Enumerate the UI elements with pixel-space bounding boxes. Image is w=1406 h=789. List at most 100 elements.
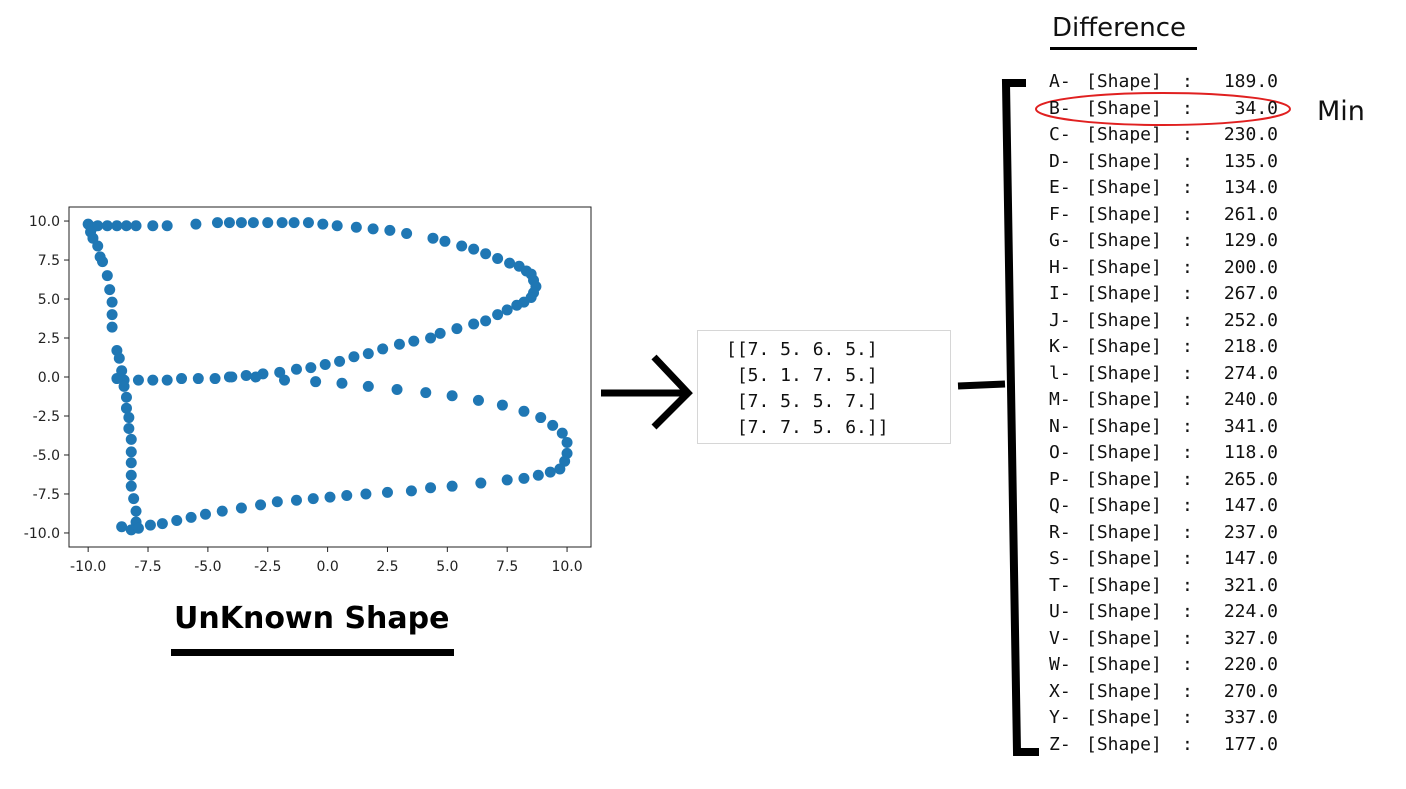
y-tick-label: -10.0 xyxy=(24,526,60,542)
scatter-point xyxy=(544,466,556,478)
scatter-point xyxy=(305,362,317,374)
scatter-point xyxy=(101,270,113,282)
difference-shape-label: [Shape] xyxy=(1086,521,1162,543)
scatter-point xyxy=(492,309,504,321)
difference-shape-label: [Shape] xyxy=(1086,733,1162,755)
difference-row: I- [Shape]: 267.0 xyxy=(1049,281,1278,307)
scatter-point xyxy=(561,437,573,449)
scatter-point xyxy=(199,508,211,520)
difference-row: Z- [Shape]: 177.0 xyxy=(1049,732,1278,758)
scatter-point xyxy=(235,502,247,514)
scatter-points xyxy=(82,217,573,536)
difference-letter: K- xyxy=(1049,336,1071,357)
scatter-point xyxy=(106,296,118,308)
scatter-point xyxy=(480,315,492,327)
difference-value: 337.0 xyxy=(1223,707,1278,728)
scatter-point xyxy=(235,217,247,229)
scatter-point xyxy=(147,374,159,386)
min-highlight-ellipse xyxy=(1035,92,1291,126)
scatter-point xyxy=(161,220,173,232)
difference-row: D- [Shape]: 135.0 xyxy=(1049,149,1278,175)
difference-letter: P- xyxy=(1049,468,1071,490)
scatter-point xyxy=(132,374,144,386)
scatter-point xyxy=(310,376,322,388)
scatter-point xyxy=(176,373,188,385)
difference-letter: Y- xyxy=(1049,707,1071,728)
scatter-point xyxy=(192,373,204,385)
difference-colon: : xyxy=(1182,362,1193,384)
difference-shape-label: [Shape] xyxy=(1086,601,1162,622)
difference-row: C- [Shape]: 230.0 xyxy=(1049,122,1278,148)
scatter-point xyxy=(147,220,159,232)
difference-letter: G- xyxy=(1049,230,1071,251)
scatter-point xyxy=(434,327,446,339)
difference-letter: T- xyxy=(1049,574,1071,596)
scatter-point xyxy=(547,419,559,431)
scatter-point xyxy=(367,223,379,235)
x-tick-label: -2.5 xyxy=(254,559,281,575)
difference-value: 327.0 xyxy=(1223,627,1278,649)
scatter-point xyxy=(350,221,362,233)
difference-letter: U- xyxy=(1049,601,1071,622)
scatter-point xyxy=(532,469,544,481)
difference-shape-label: [Shape] xyxy=(1086,574,1162,596)
difference-colon: : xyxy=(1182,574,1193,596)
difference-colon: : xyxy=(1182,495,1193,516)
difference-letter: R- xyxy=(1049,521,1071,543)
difference-shape-label: [Shape] xyxy=(1086,124,1162,145)
scatter-point xyxy=(518,405,530,417)
y-tick-label: 0.0 xyxy=(38,370,60,386)
difference-value: 230.0 xyxy=(1223,124,1278,145)
scatter-point xyxy=(468,243,480,255)
min-label: Min xyxy=(1317,96,1365,127)
scatter-point xyxy=(130,505,142,517)
difference-shape-label: [Shape] xyxy=(1086,442,1162,463)
scatter-point xyxy=(185,511,197,523)
scatter-point xyxy=(120,220,132,232)
difference-letter: D- xyxy=(1049,150,1071,172)
difference-colon: : xyxy=(1182,627,1193,649)
unknown-shape-underline xyxy=(171,649,454,656)
scatter-point xyxy=(92,220,104,232)
difference-letter: O- xyxy=(1049,442,1071,463)
scatter-axes: -10.0 -7.5 -5.0 -2.5 0.0 2.5 5.0 7.5 10.0 10.0 7.5… xyxy=(24,214,583,575)
scatter-point xyxy=(511,299,523,311)
difference-colon: : xyxy=(1182,442,1193,463)
difference-letter: C- xyxy=(1049,124,1071,145)
scatter-point xyxy=(341,490,353,502)
scatter-point xyxy=(116,521,128,533)
difference-row: F- [Shape]: 261.0 xyxy=(1049,202,1278,228)
difference-colon: : xyxy=(1182,283,1193,304)
scatter-point xyxy=(106,321,118,333)
difference-letter: N- xyxy=(1049,415,1071,437)
difference-letter: H- xyxy=(1049,256,1071,278)
y-tick-label: 5.0 xyxy=(38,292,60,308)
difference-shape-label: [Shape] xyxy=(1086,627,1162,649)
x-tick-label: 0.0 xyxy=(316,559,338,575)
y-tick-label: 7.5 xyxy=(38,253,60,269)
scatter-point xyxy=(101,220,113,232)
scatter-point xyxy=(123,422,135,434)
scatter-point xyxy=(132,522,144,534)
difference-letter: I- xyxy=(1049,283,1071,304)
scatter-point xyxy=(425,482,437,494)
difference-value: 129.0 xyxy=(1223,230,1278,251)
difference-value: 321.0 xyxy=(1223,574,1278,596)
scatter-point xyxy=(161,374,173,386)
difference-shape-label: [Shape] xyxy=(1086,495,1162,516)
difference-row: M- [Shape]: 240.0 xyxy=(1049,387,1278,413)
difference-row: Y- [Shape]: 337.0 xyxy=(1049,705,1278,731)
difference-row: P- [Shape]: 265.0 xyxy=(1049,467,1278,493)
difference-value: 252.0 xyxy=(1223,309,1278,331)
scatter-point xyxy=(125,446,137,458)
difference-shape-label: [Shape] xyxy=(1086,71,1162,92)
difference-value: 267.0 xyxy=(1223,283,1278,304)
difference-letter: B- xyxy=(1049,97,1071,119)
difference-colon: : xyxy=(1182,733,1193,755)
y-tick-label: -2.5 xyxy=(33,409,60,425)
scatter-point xyxy=(362,380,374,392)
scatter-point xyxy=(420,387,432,399)
difference-value: 147.0 xyxy=(1223,495,1278,516)
difference-value: 200.0 xyxy=(1223,256,1278,278)
scatter-point xyxy=(240,369,252,381)
